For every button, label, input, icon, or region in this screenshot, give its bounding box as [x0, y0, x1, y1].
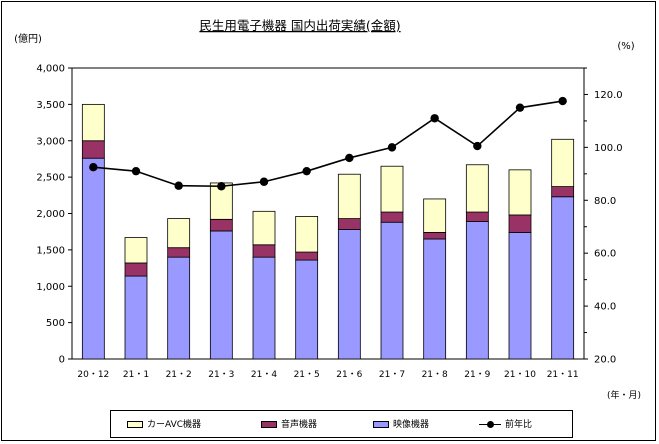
bar-segment: [167, 247, 191, 258]
bar-segment: [508, 232, 532, 360]
y2-tick-label: 80.0: [594, 196, 616, 207]
point-yoy: [89, 163, 98, 172]
bar-segment: [167, 256, 191, 360]
x-tick-label: 21・1: [123, 370, 149, 380]
x-tick-label: 21・10: [504, 370, 536, 380]
legend-label-yoy: 前年比: [505, 420, 533, 430]
bar-segment: [551, 138, 575, 187]
y-tick-label: 3,500: [36, 100, 65, 111]
bar-segment: [295, 259, 319, 360]
bar-segment: [81, 157, 105, 360]
point-yoy: [345, 153, 354, 163]
bar-segment: [423, 232, 447, 240]
legend-label-audio: 音声機器: [281, 420, 318, 430]
legend-swatch-video: [373, 421, 389, 428]
y-tick-label: 1,000: [36, 282, 65, 293]
bar-segment: [81, 140, 105, 159]
point-yoy: [302, 166, 311, 176]
bar-segment: [337, 173, 361, 219]
line-yoy: [93, 100, 563, 188]
y-axis-label-right: (%): [617, 41, 634, 52]
bar-segment: [465, 164, 489, 213]
point-yoy: [430, 114, 439, 123]
bar-segment: [209, 218, 233, 232]
chart-title: 民生用電子機器 国内出荷実績(金額): [199, 18, 400, 33]
legend-swatch-car-avc: [127, 421, 143, 428]
bar-segment: [551, 186, 575, 198]
bar-segment: [551, 196, 575, 360]
y-axis-label-left: (億円): [14, 32, 42, 45]
y-tick-label: 2,000: [36, 209, 65, 220]
bar-segment: [295, 216, 319, 253]
x-axis-label: (年・月): [607, 389, 641, 401]
x-tick-label: 21・2: [166, 370, 192, 380]
legend-swatch-audio: [261, 421, 277, 428]
bar-segment: [252, 244, 276, 258]
y-tick-label: 1,500: [36, 245, 65, 256]
bar-segment: [380, 221, 404, 360]
bar-segment: [209, 230, 233, 360]
bar-segment: [337, 229, 361, 360]
bar-segment: [252, 210, 276, 246]
bar-segment: [167, 218, 191, 249]
point-yoy: [131, 166, 141, 176]
x-tick-label: 21・4: [251, 370, 277, 380]
x-tick-label: 21・9: [464, 370, 490, 380]
bar-segment: [124, 262, 148, 277]
bar-segment: [423, 198, 447, 233]
legend-label-car-avc: カーAVC機器: [147, 420, 202, 430]
y2-tick-label: 120.0: [594, 90, 623, 101]
x-tick-label: 21・6: [336, 370, 362, 380]
bar-segment: [81, 103, 105, 142]
y2-tick-label: 20.0: [594, 355, 616, 366]
bar-segment: [337, 218, 361, 230]
point-yoy: [217, 182, 226, 191]
legend: カーAVC機器 音声機器 映像機器 前年比: [110, 410, 573, 438]
y2-tick-label: 40.0: [594, 302, 616, 313]
bar-segment: [380, 165, 404, 213]
y-tick-label: 0: [59, 355, 65, 366]
y-tick-label: 4,000: [36, 64, 65, 75]
y-tick-label: 2,500: [36, 173, 65, 184]
bar-segment: [295, 251, 319, 261]
bar-segment: [465, 221, 489, 360]
point-yoy: [387, 143, 397, 152]
point-yoy: [473, 141, 482, 151]
bar-segment: [423, 238, 447, 360]
bar-segment: [124, 275, 148, 360]
point-yoy: [515, 103, 525, 112]
x-tick-label: 20・12: [77, 370, 109, 380]
x-tick-label: 21・5: [294, 370, 320, 380]
y2-tick-label: 100.0: [594, 143, 623, 154]
point-yoy: [558, 96, 567, 106]
bar-segment: [508, 214, 532, 233]
y-tick-label: 3,000: [36, 136, 65, 147]
point-yoy: [174, 181, 183, 190]
x-tick-label: 21・3: [208, 370, 234, 380]
bar-segment: [124, 237, 148, 264]
point-yoy: [259, 177, 269, 186]
bar-segment: [380, 211, 404, 223]
plot-area: [71, 67, 585, 360]
bar-segment: [465, 211, 489, 222]
x-tick-label: 21・7: [379, 370, 405, 380]
y-tick-label: 500: [46, 318, 65, 329]
legend-label-video: 映像機器: [393, 420, 430, 430]
bar-segment: [252, 256, 276, 360]
y2-tick-label: 60.0: [594, 249, 616, 260]
bar-segment: [508, 169, 532, 216]
x-tick-label: 21・8: [422, 370, 448, 380]
legend-marker-yoy: [487, 421, 494, 428]
x-tick-label: 21・11: [547, 370, 579, 380]
